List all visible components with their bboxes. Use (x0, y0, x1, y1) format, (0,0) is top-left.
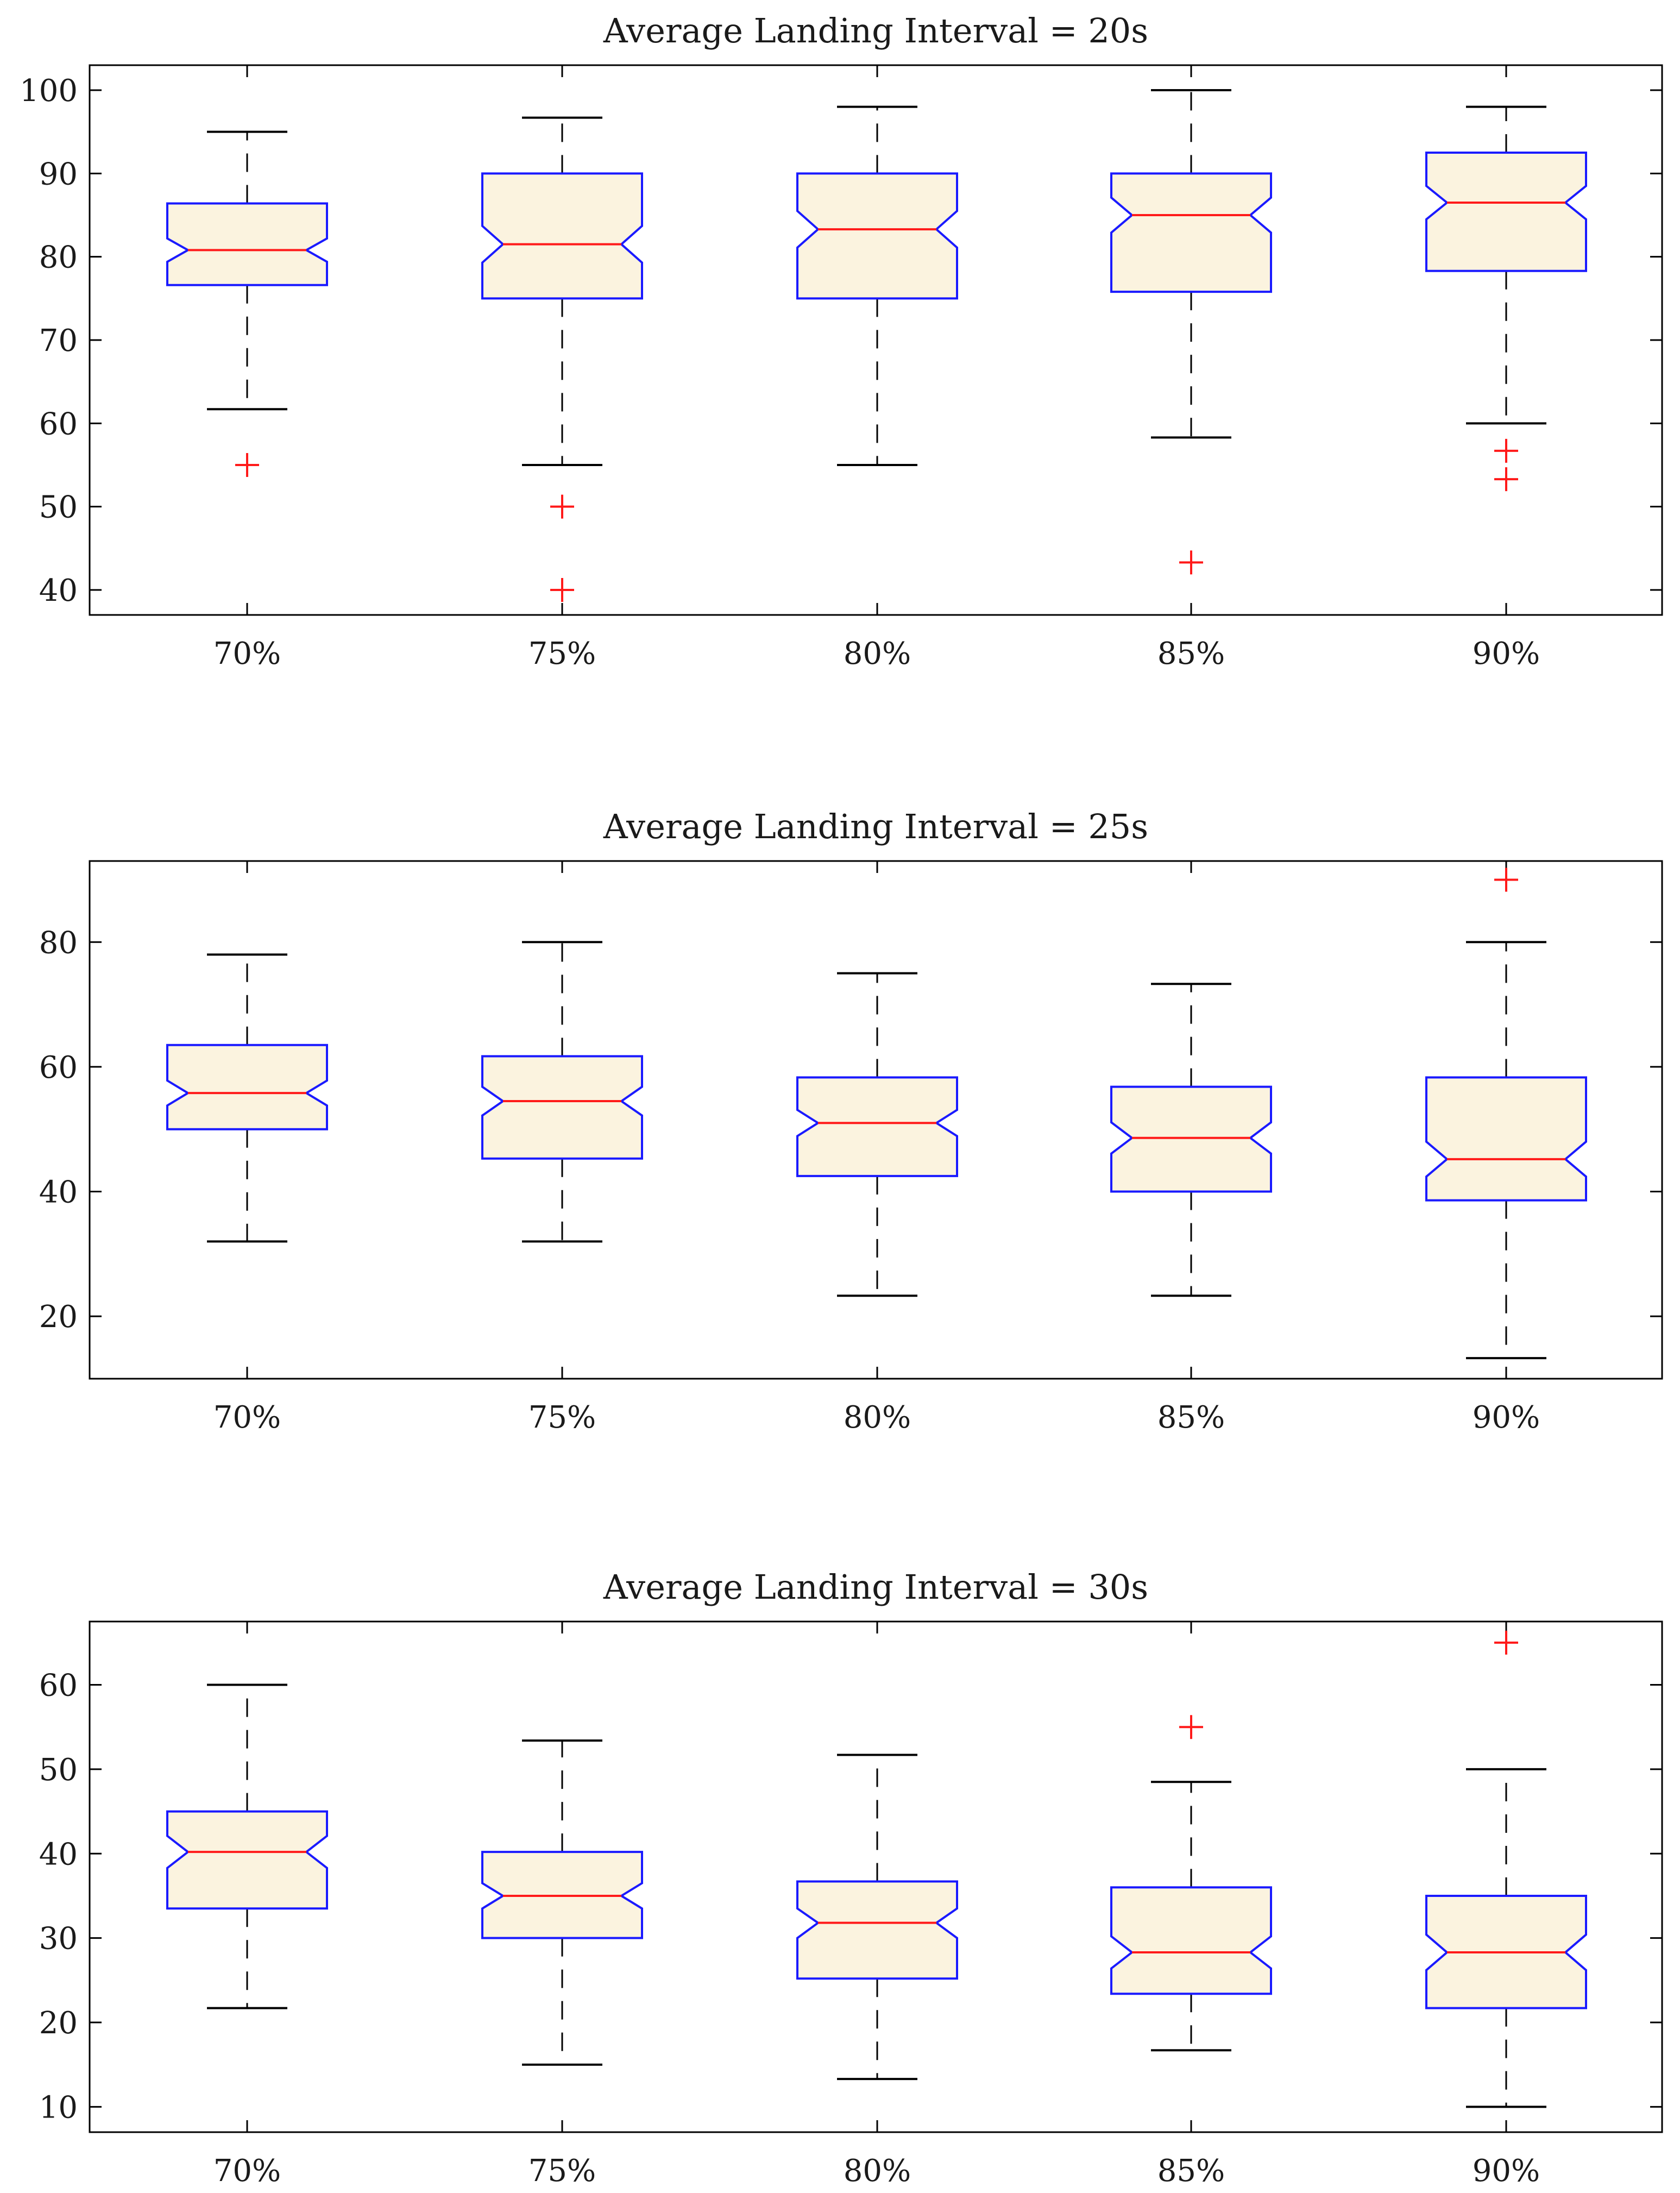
box-85% (1110, 89, 1272, 575)
notched-box (1110, 1085, 1272, 1193)
y-tick-label: 60 (39, 1668, 78, 1704)
notched-box (166, 1044, 328, 1130)
x-tick-label: 75% (528, 1400, 596, 1435)
y-tick-label: 100 (20, 73, 78, 109)
axes-frame (89, 64, 1663, 616)
outlier-marker (1494, 467, 1518, 492)
notched-box (1425, 152, 1587, 272)
outlier-marker (1494, 438, 1518, 463)
box-85% (1110, 1715, 1272, 2052)
outlier-marker (550, 578, 574, 602)
x-tick-label: 90% (1473, 1400, 1540, 1435)
y-tick-label: 40 (39, 1175, 78, 1210)
box-75% (481, 941, 643, 1243)
x-tick-label: 90% (1473, 2153, 1540, 2189)
boxplot-panel-1: Average Landing Interval = 20s 40 50 60 70 80… (20, 11, 1663, 671)
y-tick-label: 40 (39, 573, 78, 608)
y-tick-label: 60 (39, 1050, 78, 1085)
box-80% (796, 972, 958, 1297)
outlier-marker (1494, 868, 1518, 892)
x-tick-label: 80% (844, 2153, 911, 2189)
x-tick-label: 75% (528, 2153, 596, 2189)
axes-frame (89, 860, 1663, 1380)
outlier-marker (1494, 1630, 1518, 1655)
notched-box (1425, 1076, 1587, 1202)
box-90% (1425, 1630, 1587, 2108)
y-tick-label: 70 (39, 323, 78, 359)
y-tick-label: 30 (39, 1921, 78, 1957)
box-70% (166, 130, 328, 477)
notched-box (166, 202, 328, 286)
y-tick-label: 60 (39, 406, 78, 442)
x-tick-label: 90% (1473, 636, 1540, 671)
notched-box (1110, 1886, 1272, 1995)
y-tick-label: 20 (39, 2006, 78, 2041)
panel-title: Average Landing Interval = 30s (603, 1567, 1148, 1607)
panel-title: Average Landing Interval = 20s (603, 11, 1148, 51)
x-tick-label: 85% (1157, 1400, 1225, 1435)
notched-box (481, 1055, 643, 1160)
boxplot-panel-3: Average Landing Interval = 30s 10 20 30 40 50… (39, 1567, 1663, 2189)
y-tick-label: 90 (39, 156, 78, 192)
notched-box (796, 1880, 958, 1980)
box-70% (166, 1683, 328, 2009)
y-tick-label: 10 (39, 2090, 78, 2125)
outlier-marker (1179, 1715, 1203, 1739)
x-tick-label: 70% (213, 636, 281, 671)
y-tick-label: 50 (39, 1752, 78, 1788)
boxplot-panel-2: Average Landing Interval = 25s 20 40 60 80 70… (39, 807, 1663, 1435)
notched-box (166, 1810, 328, 1910)
box-90% (1425, 868, 1587, 1360)
outlier-marker (550, 494, 574, 519)
x-tick-label: 70% (213, 1400, 281, 1435)
box-80% (796, 105, 958, 466)
outlier-marker (235, 453, 259, 477)
notched-box (796, 1076, 958, 1177)
notched-box (1110, 172, 1272, 293)
x-tick-label: 85% (1157, 636, 1225, 671)
y-tick-label: 40 (39, 1837, 78, 1872)
x-tick-label: 70% (213, 2153, 281, 2189)
outlier-marker (1179, 550, 1203, 575)
notched-box (481, 172, 643, 300)
x-tick-label: 85% (1157, 2153, 1225, 2189)
y-tick-label: 20 (39, 1299, 78, 1335)
axes-frame (89, 1620, 1663, 2133)
panel-title: Average Landing Interval = 25s (603, 807, 1148, 846)
x-tick-label: 80% (844, 1400, 911, 1435)
box-75% (481, 1739, 643, 2066)
x-tick-label: 80% (844, 636, 911, 671)
y-tick-label: 80 (39, 925, 78, 960)
y-tick-label: 50 (39, 490, 78, 525)
y-tick-label: 80 (39, 240, 78, 275)
box-90% (1425, 105, 1587, 492)
box-75% (481, 116, 643, 602)
box-85% (1110, 983, 1272, 1297)
box-70% (166, 953, 328, 1243)
x-tick-label: 75% (528, 636, 596, 671)
box-80% (796, 1754, 958, 2081)
notched-box (796, 172, 958, 300)
